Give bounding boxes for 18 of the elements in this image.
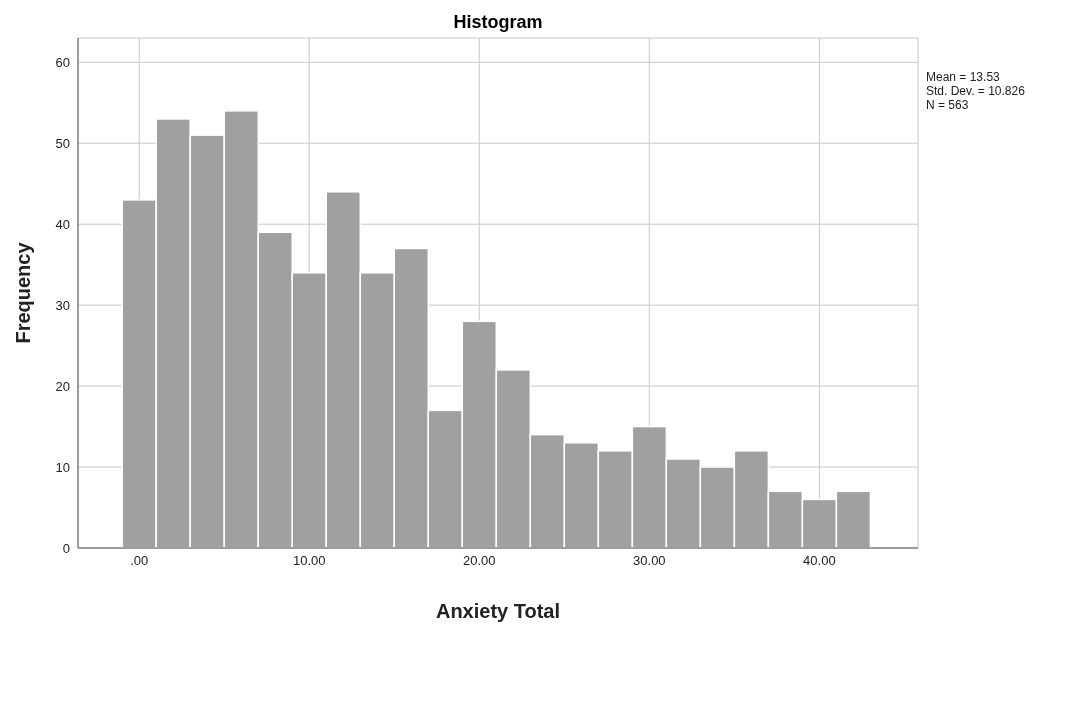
- x-tick-label: 10.00: [292, 553, 326, 569]
- y-tick-label: 0: [62, 540, 70, 556]
- y-tick-label: 10: [55, 459, 70, 475]
- y-tick-label: 20: [55, 378, 70, 394]
- y-tick-label: 40: [55, 216, 70, 232]
- y-tick-label: 30: [55, 297, 70, 313]
- y-tick-label: 50: [55, 135, 70, 151]
- x-tick-label: 40.00: [803, 553, 836, 569]
- text: Mean = 13.53: [926, 70, 1001, 84]
- y-axis-title: Frequency: [12, 241, 35, 344]
- x-tick-label: 30.00: [633, 553, 666, 569]
- x-tick-label: 20.00: [463, 553, 496, 569]
- chart-title: Histogram: [452, 12, 544, 33]
- text: N = 563: [926, 98, 970, 112]
- text: Std. Dev. = 10.826: [926, 84, 1025, 98]
- x-axis-title: Anxiety Total: [435, 600, 561, 622]
- y-tick-label: 60: [55, 54, 70, 70]
- x-tick-label: .00: [130, 553, 149, 569]
